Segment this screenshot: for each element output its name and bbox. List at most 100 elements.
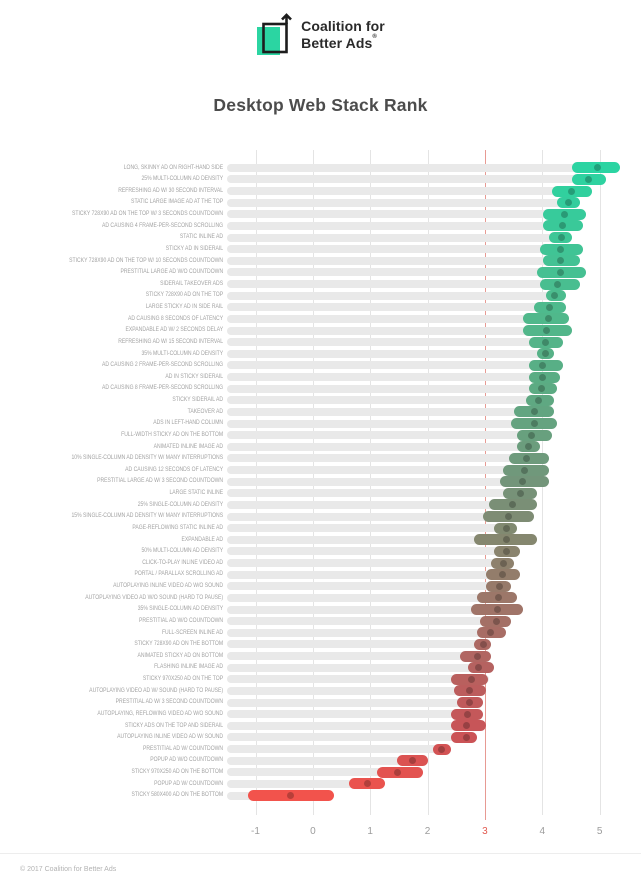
- row-track: [227, 163, 621, 172]
- row-track: [227, 489, 538, 498]
- row-plot: [227, 406, 625, 418]
- row-plot: [227, 755, 625, 767]
- row-mean-dot: [556, 268, 564, 276]
- copyright-text: © 2017 Coalition for Better Ads: [20, 866, 117, 873]
- row-track: [227, 605, 523, 614]
- chart-row: STICKY 728X90 AD ON THE TOP W/ 3 SECONDS…: [0, 208, 641, 221]
- row-mean-dot: [531, 408, 539, 416]
- row-label: STATIC LARGE IMAGE AD AT THE TOP: [131, 198, 224, 206]
- row-label: STICKY 728X90 AD ON THE TOP W/ 10 SECOND…: [69, 256, 224, 264]
- row-label: FULL-WIDTH STICKY AD ON THE BOTTOM: [121, 430, 224, 438]
- row-track: [227, 512, 535, 521]
- chart-row: STATIC LARGE IMAGE AD AT THE TOP: [0, 197, 641, 209]
- row-track: [227, 745, 452, 754]
- row-range-bar: [534, 301, 566, 313]
- row-label: STICKY 580X400 AD ON THE BOTTOM: [131, 791, 224, 799]
- row-mean-dot: [560, 210, 568, 218]
- row-mean-dot: [541, 350, 549, 358]
- row-plot: [227, 557, 625, 569]
- row-mean-dot: [535, 396, 543, 404]
- row-track: [227, 721, 486, 730]
- row-plot: [227, 673, 625, 686]
- chart-row: ADS IN LEFT-HAND COLUMN: [0, 418, 641, 430]
- row-mean-dot: [473, 652, 481, 660]
- chart-row: ANIMATED STICKY AD ON BOTTOM: [0, 650, 641, 662]
- row-label: REFRESHING AD W/ 30 SECOND INTERVAL: [118, 186, 224, 194]
- row-track: [227, 431, 552, 440]
- row-plot: [227, 580, 625, 593]
- row-track: [227, 663, 495, 672]
- row-track: [227, 210, 586, 219]
- row-mean-dot: [479, 640, 487, 648]
- chart-row: FULL-WIDTH STICKY AD ON THE BOTTOM: [0, 429, 641, 441]
- row-track: [227, 570, 521, 579]
- row-range-bar: [468, 662, 495, 674]
- row-track: [227, 779, 386, 788]
- row-plot: [227, 359, 625, 372]
- row-track: [227, 221, 584, 230]
- row-range-bar: [477, 592, 518, 604]
- chart-row: 35% SINGLE-COLUMN AD DENSITY: [0, 604, 641, 616]
- header: Coalition for Better Ads®: [0, 12, 641, 58]
- row-label: 15% SINGLE-COLUMN AD DENSITY W/ MANY INT…: [71, 512, 224, 520]
- row-track: [227, 407, 555, 416]
- row-mean-dot: [463, 710, 471, 718]
- chart-row: AUTOPLAYING, REFLOWING VIDEO AD W/O SOUN…: [0, 708, 641, 720]
- row-plot: [227, 232, 625, 244]
- chart-row: ANIMATED INLINE IMAGE AD: [0, 441, 641, 453]
- row-track: [227, 373, 561, 382]
- row-range-bar: [537, 348, 555, 360]
- chart-row: AD CAUSING 2 FRAME-PER-SECOND SCROLLING: [0, 359, 641, 372]
- row-range-bar: [557, 197, 581, 209]
- row-track: [227, 524, 518, 533]
- row-range-bar: [528, 383, 558, 395]
- row-mean-dot: [568, 187, 576, 195]
- row-mean-dot: [593, 164, 601, 172]
- axis-tick-label: 0: [310, 826, 316, 837]
- row-label: FULL-SCREEN INLINE AD: [161, 628, 224, 636]
- chart-row: STICKY AD IN SIDERAIL: [0, 243, 641, 255]
- chart-row: AUTOPLAYING VIDEO AD W/ SOUND (HARD TO P…: [0, 685, 641, 697]
- row-range-bar: [451, 708, 483, 720]
- row-mean-dot: [537, 385, 545, 393]
- chart-row: STICKY 580X400 AD ON THE BOTTOM: [0, 790, 641, 802]
- row-range-bar: [471, 604, 523, 616]
- chart-row: PRESTITIAL AD W/ COUNTDOWN: [0, 743, 641, 755]
- page-title: Desktop Web Stack Rank: [213, 95, 428, 115]
- row-label: 35% MULTI-COLUMN AD DENSITY: [141, 349, 224, 357]
- row-label: PRESTITIAL LARGE AD W/ 3 SECOND COUNTDOW…: [97, 477, 224, 485]
- chart-row: AD CAUSING 8 FRAME-PER-SECOND SCROLLING: [0, 383, 641, 395]
- row-mean-dot: [542, 327, 550, 335]
- row-mean-dot: [394, 768, 402, 776]
- row-label: LONG, SKINNY AD ON RIGHT-HAND SIDE: [123, 163, 224, 171]
- row-mean-dot: [558, 222, 566, 230]
- row-plot: [227, 778, 625, 790]
- chart-row: STICKY 728X90 AD ON THE TOP W/ 10 SECOND…: [0, 255, 641, 267]
- row-track: [227, 291, 566, 300]
- chart-row: POPUP AD W/O COUNTDOWN: [0, 755, 641, 767]
- row-plot: [227, 743, 625, 755]
- row-mean-dot: [509, 501, 517, 509]
- stack-rank-chart: LONG, SKINNY AD ON RIGHT-HAND SIDE 25% MU…: [0, 150, 641, 850]
- row-range-bar: [514, 406, 555, 418]
- chart-row: AD CAUSING 8 SECONDS OF LATENCY: [0, 313, 641, 325]
- row-track: [227, 686, 486, 695]
- logo-outline-square: [262, 22, 288, 54]
- row-plot: [227, 569, 625, 581]
- chart-row: LARGE STICKY AD IN SIDE RAIL: [0, 301, 641, 314]
- row-range-bar: [376, 766, 423, 778]
- row-range-bar: [494, 522, 518, 534]
- row-plot: [227, 185, 625, 197]
- row-label: 25% SINGLE-COLUMN AD DENSITY: [137, 500, 224, 508]
- chart-row: PRESTITIAL AD W/ 3 SECOND COUNTDOWN: [0, 697, 641, 709]
- row-label: AD CAUSING 8 SECONDS OF LATENCY: [127, 314, 224, 322]
- row-plot: [227, 371, 625, 383]
- row-track: [227, 500, 538, 509]
- row-plot: [227, 313, 625, 325]
- row-range-bar: [517, 429, 552, 441]
- chart-row: CLICK-TO-PLAY INLINE VIDEO AD: [0, 557, 641, 569]
- row-label: AD CAUSING 8 FRAME-PER-SECOND SCROLLING: [101, 384, 224, 392]
- row-plot: [227, 708, 625, 720]
- row-track: [227, 652, 492, 661]
- chart-row: STICKY 728X90 AD ON THE BOTTOM: [0, 638, 641, 651]
